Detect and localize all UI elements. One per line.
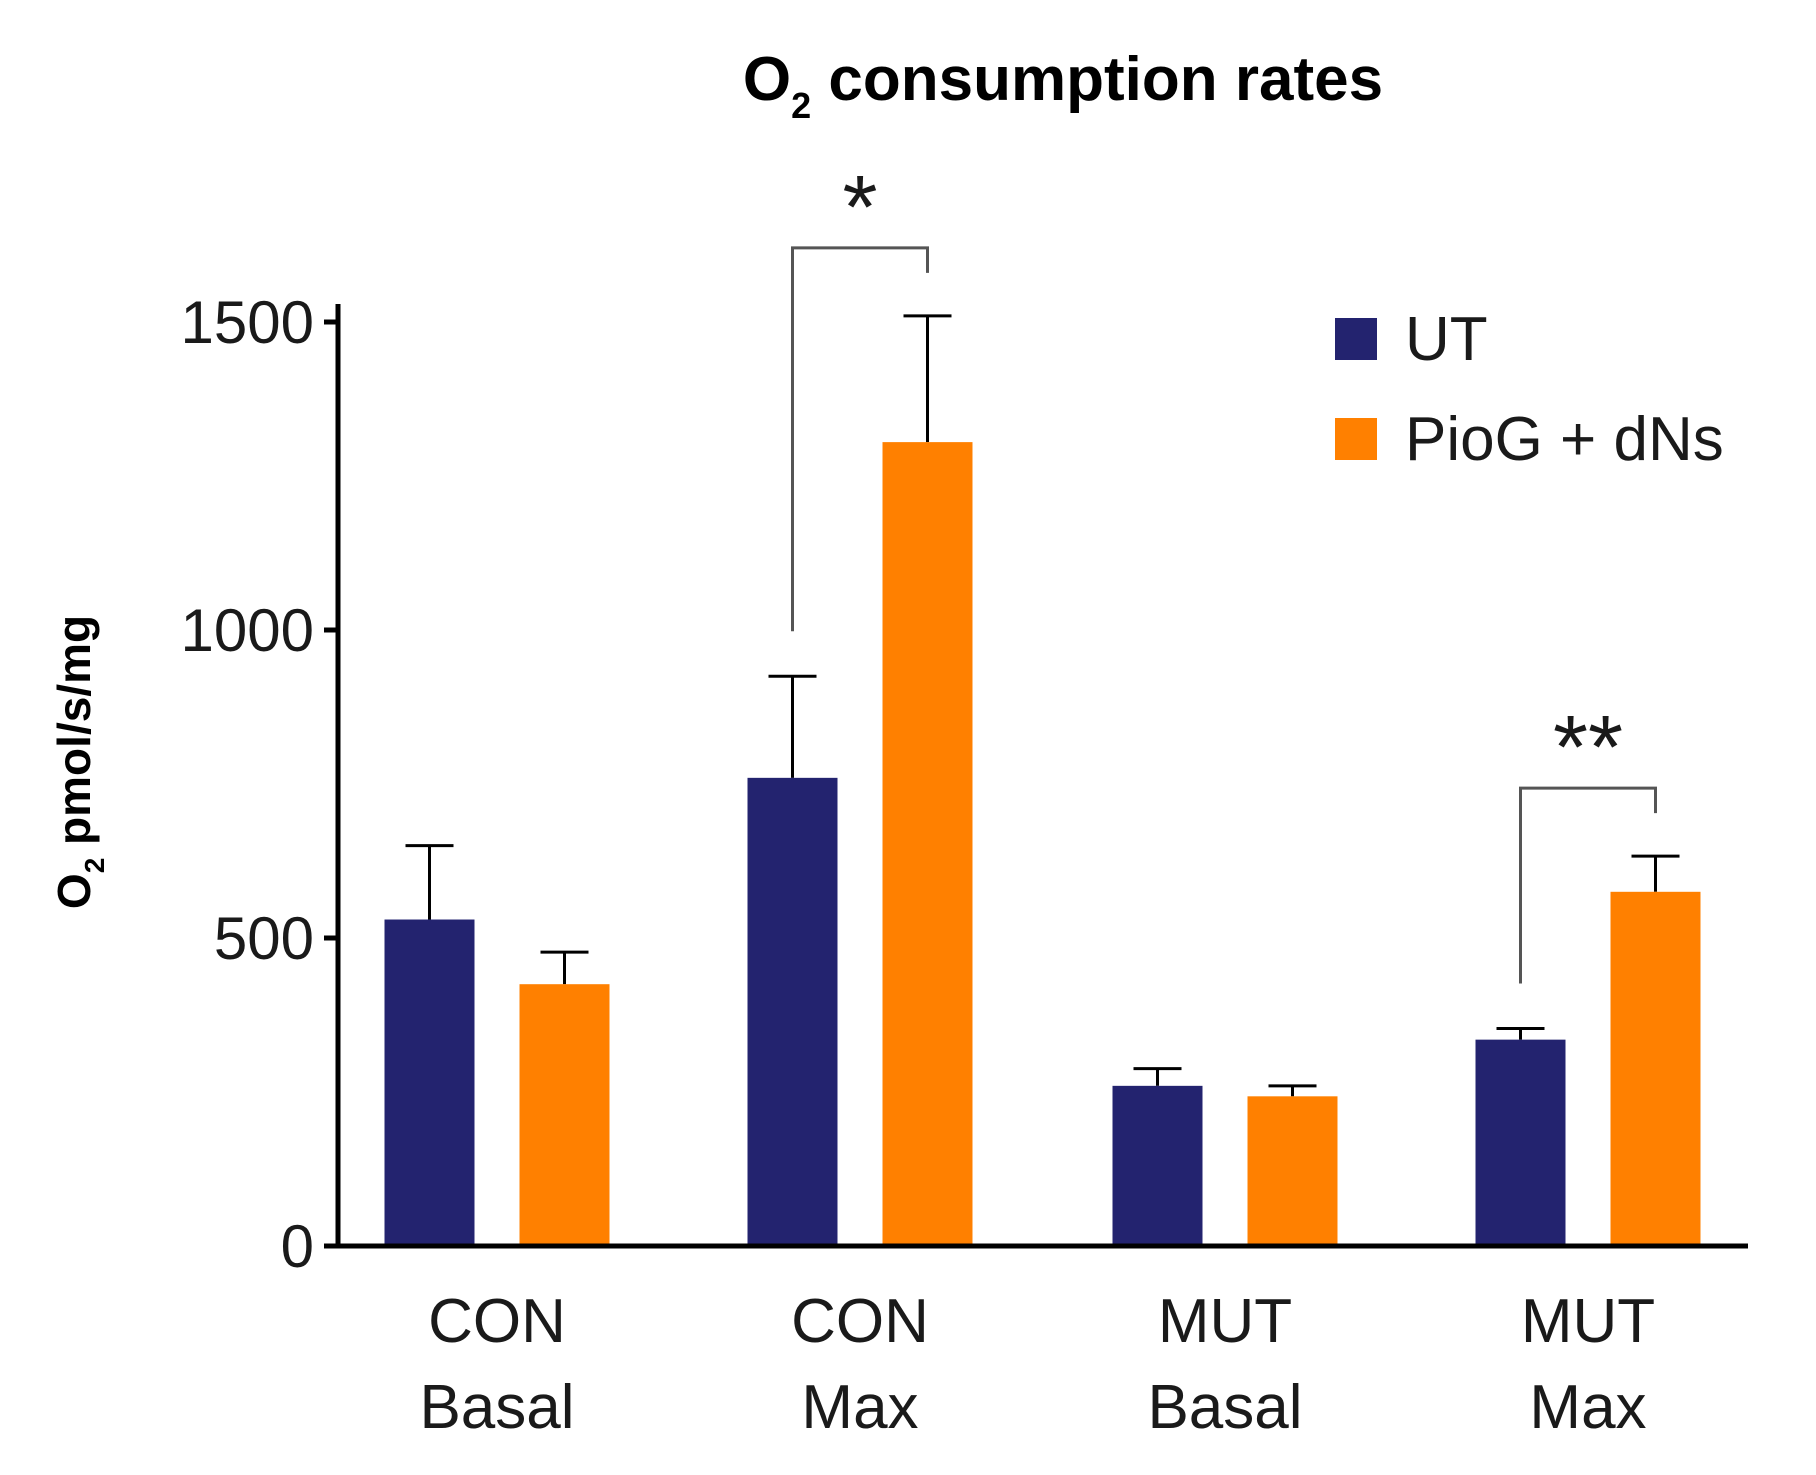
x-axis-labels: CON Basal CON Max MUT Basal MUT Max xyxy=(419,1287,1655,1442)
x-category-sublabel: Max xyxy=(1529,1373,1646,1442)
x-category-sublabel: Basal xyxy=(1147,1373,1302,1442)
significance-bracket xyxy=(791,246,929,632)
y-tick-label: 500 xyxy=(214,905,314,972)
x-category-sublabel: Basal xyxy=(419,1373,574,1442)
significance-bracket xyxy=(1519,786,1657,984)
legend-label: PioG + dNs xyxy=(1405,405,1724,474)
ylabel-subscript: 2 xyxy=(79,858,110,874)
title-rest: consumption rates xyxy=(811,45,1383,114)
x-category-label: MUT xyxy=(1158,1287,1292,1356)
x-category-sublabel: Max xyxy=(801,1373,918,1442)
bar-piog-dns xyxy=(1610,891,1701,1246)
bar-ut xyxy=(1475,1039,1566,1246)
x-category-label: CON xyxy=(428,1287,566,1356)
legend-swatch xyxy=(1335,418,1377,460)
bar-ut xyxy=(384,919,475,1246)
y-tick-label: 1500 xyxy=(181,289,314,356)
y-axis-label: O2 pmol/s/mg xyxy=(48,615,110,909)
bar-piog-dns xyxy=(882,442,973,1246)
legend-label: UT xyxy=(1405,305,1488,374)
ylabel-rest: pmol/s/mg xyxy=(48,615,100,858)
y-tick-label: 1000 xyxy=(181,597,314,664)
bar-ut xyxy=(1112,1085,1203,1246)
bar-ut xyxy=(747,777,838,1246)
significance-markers: *** xyxy=(791,158,1657,984)
title-subscript: 2 xyxy=(791,85,811,126)
y-tick-label: 0 xyxy=(281,1213,314,1280)
chart-title: O2 consumption rates xyxy=(743,45,1383,126)
legend: UT PioG + dNs xyxy=(1335,305,1724,474)
significance-label: ** xyxy=(1553,698,1623,798)
legend-swatch xyxy=(1335,318,1377,360)
x-category-label: MUT xyxy=(1521,1287,1655,1356)
ylabel-prefix: O xyxy=(48,873,100,909)
x-category-label: CON xyxy=(791,1287,929,1356)
bar-piog-dns xyxy=(519,984,610,1246)
y-axis-ticks: 0 500 1000 1500 xyxy=(181,289,338,1280)
significance-label: * xyxy=(842,158,877,258)
bars xyxy=(384,442,1701,1246)
error-bars xyxy=(405,314,1680,1097)
title-prefix: O xyxy=(743,45,791,114)
bar-piog-dns xyxy=(1247,1096,1338,1246)
